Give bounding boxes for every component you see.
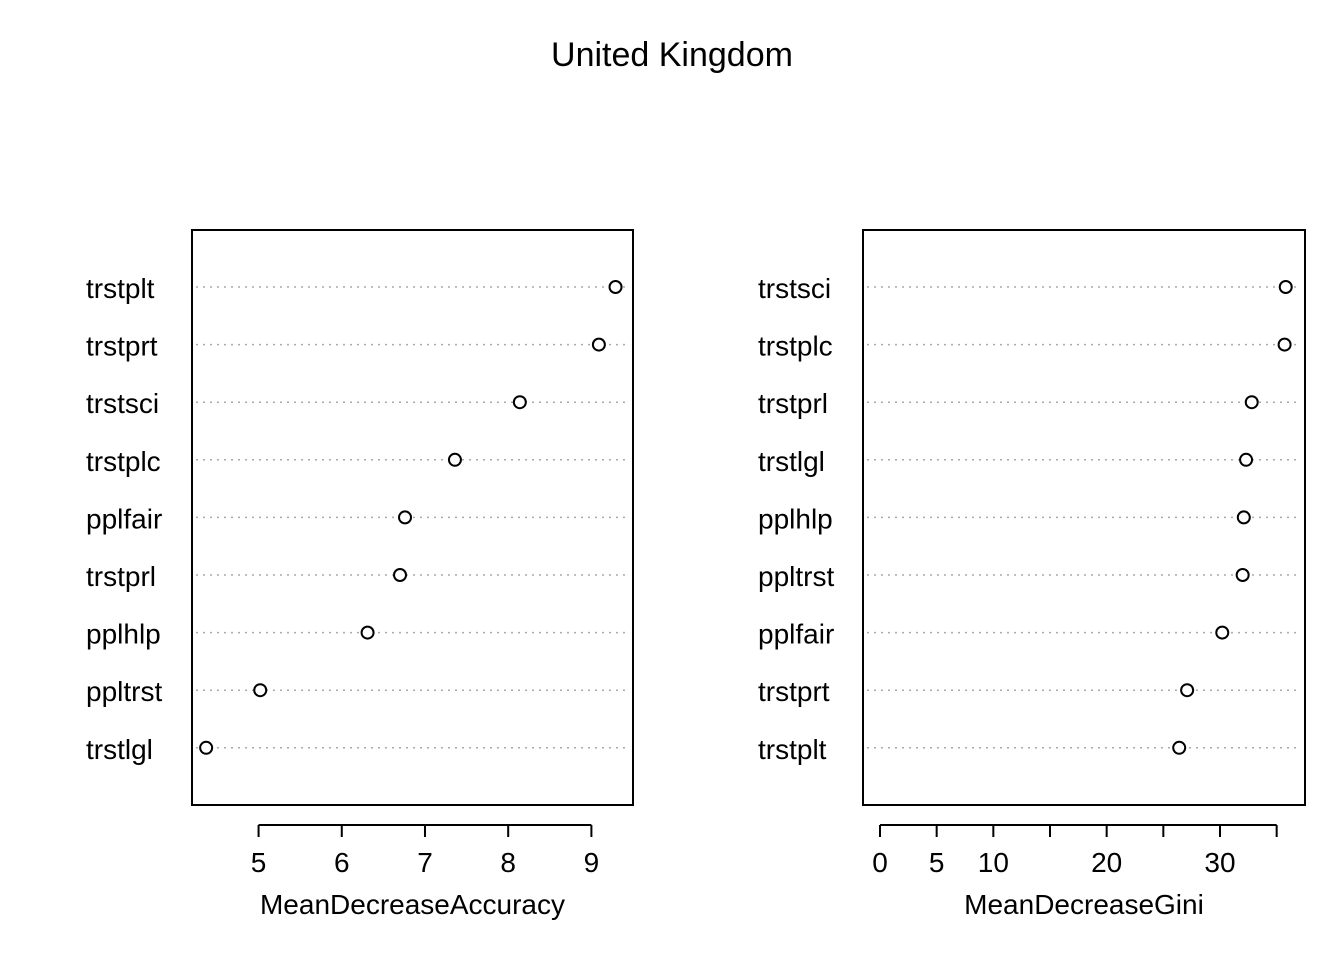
plot-frame	[862, 229, 1306, 806]
plot-frame	[191, 229, 634, 806]
data-point-pplfair	[398, 510, 413, 525]
x-tick-label: 30	[1204, 847, 1235, 878]
category-label: ppltrst	[758, 561, 834, 592]
category-label: pplhlp	[86, 619, 161, 650]
category-label: trstlgl	[758, 446, 825, 477]
chart-title: United Kingdom	[551, 36, 793, 74]
data-point-trstsci	[512, 395, 527, 410]
category-label: trstsci	[86, 388, 159, 419]
category-label: trstsci	[758, 273, 831, 304]
x-tick-label: 5	[251, 847, 267, 878]
category-label: trstprl	[86, 561, 156, 592]
data-point-trstplc	[447, 452, 462, 467]
category-label: trstprt	[758, 676, 830, 707]
data-point-ppltrst	[1235, 568, 1250, 582]
data-point-ppltrst	[253, 683, 268, 698]
category-label: trstplt	[86, 273, 155, 304]
category-label: pplhlp	[758, 503, 833, 534]
data-point-trstplc	[1277, 337, 1292, 352]
category-label: pplfair	[86, 503, 162, 534]
data-point-pplfair	[1215, 625, 1230, 640]
category-label: ppltrst	[86, 676, 162, 707]
x-tick-label: 10	[978, 847, 1009, 878]
data-point-trstplt	[608, 280, 623, 294]
x-tick-label: 9	[584, 847, 600, 878]
category-label: trstprl	[758, 388, 828, 419]
x-tick-label: 20	[1091, 847, 1122, 878]
x-tick-label: 7	[417, 847, 433, 878]
x-tick-label: 6	[334, 847, 350, 878]
x-tick-label: 8	[500, 847, 516, 878]
data-point-trstlgl	[1239, 452, 1254, 467]
dotchart-panel-1: trstplt trstprt trstsci trstplc pplfair trstp…	[86, 229, 634, 920]
category-label: trstlgl	[86, 734, 153, 765]
data-point-trstlgl	[199, 740, 214, 755]
x-axis-title: MeanDecreaseAccuracy	[260, 889, 565, 920]
category-label: trstplc	[758, 331, 833, 362]
data-point-trstprt	[591, 337, 606, 352]
data-point-pplhlp	[360, 625, 375, 640]
data-point-trstprl	[1244, 395, 1259, 410]
data-point-trstprl	[393, 568, 408, 582]
dotchart-panel-2: trstsci trstplc trstprl trstlgl pplhlp ppltrs…	[758, 229, 1306, 920]
x-tick-label: 0	[872, 847, 888, 878]
category-label: trstplt	[758, 734, 827, 765]
data-point-pplhlp	[1236, 510, 1251, 525]
x-tick-label: 5	[929, 847, 945, 878]
category-label: trstprt	[86, 331, 158, 362]
x-axis-title: MeanDecreaseGini	[964, 889, 1204, 920]
category-label: trstplc	[86, 446, 161, 477]
data-point-trstsci	[1278, 280, 1293, 294]
data-point-trstplt	[1172, 740, 1187, 755]
category-label: pplfair	[758, 619, 834, 650]
data-point-trstprt	[1180, 683, 1195, 698]
